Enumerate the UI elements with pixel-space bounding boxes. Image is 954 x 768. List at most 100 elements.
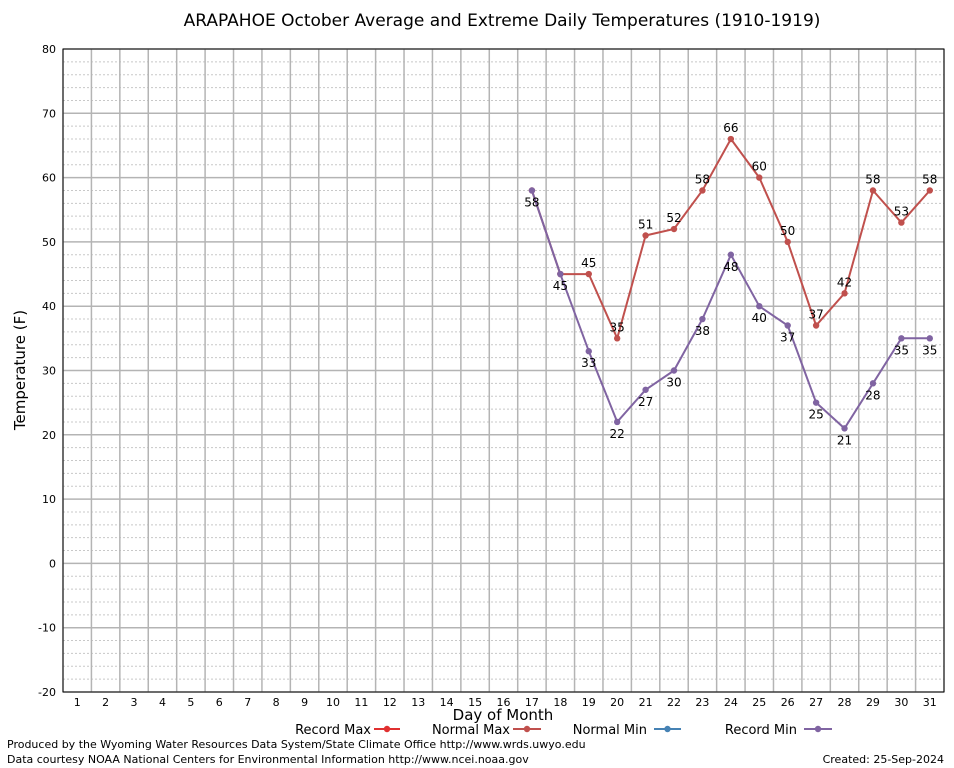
x-tick-label: 2 xyxy=(102,696,109,709)
data-label-record-min: 48 xyxy=(723,260,738,274)
data-label-record-min: 33 xyxy=(581,356,596,370)
x-tick-label: 28 xyxy=(838,696,852,709)
data-point-normal-max xyxy=(756,174,763,181)
data-point-normal-max xyxy=(784,238,791,246)
series-record-min xyxy=(528,187,933,432)
legend-marker-record-max xyxy=(383,725,391,733)
data-label-normal-max: 35 xyxy=(610,320,625,334)
x-tick-label: 6 xyxy=(216,696,223,709)
x-axis-label: Day of Month xyxy=(453,706,554,724)
x-tick-label: 7 xyxy=(244,696,251,709)
x-tick-label: 1 xyxy=(74,696,81,709)
legend-marker-record-min xyxy=(814,725,822,733)
data-label-record-min: 21 xyxy=(837,433,852,447)
data-point-record-min xyxy=(784,322,791,329)
legend-label-record-max: Record Max xyxy=(295,723,371,738)
y-tick-label: -10 xyxy=(38,622,56,635)
x-tick-label: 31 xyxy=(923,696,937,709)
data-label-record-min: 37 xyxy=(780,330,795,344)
x-tick-label: 14 xyxy=(440,696,454,709)
x-tick-label: 24 xyxy=(724,696,738,709)
x-tick-label: 21 xyxy=(639,696,653,709)
x-tick-label: 29 xyxy=(866,696,880,709)
x-tick-label: 13 xyxy=(411,696,425,709)
y-tick-label: 70 xyxy=(42,107,56,120)
y-tick-label: 30 xyxy=(42,365,56,378)
data-label-record-min: 28 xyxy=(865,388,880,402)
data-point-record-min xyxy=(585,348,592,355)
data-point-record-min xyxy=(756,303,763,310)
y-tick-label: 10 xyxy=(42,493,56,506)
data-label-normal-max: 60 xyxy=(752,160,767,174)
legend-item-record-min: Record Min xyxy=(725,723,832,738)
data-point-record-min xyxy=(898,335,905,342)
x-tick-label: 4 xyxy=(159,696,166,709)
chart-title: ARAPAHOE October Average and Extreme Dai… xyxy=(184,11,821,31)
data-point-record-min xyxy=(699,315,706,323)
data-label-record-min: 35 xyxy=(922,343,937,357)
data-point-normal-max xyxy=(585,270,592,278)
data-point-record-min xyxy=(642,386,649,393)
data-point-normal-max xyxy=(926,187,933,194)
data-point-normal-max xyxy=(898,219,905,226)
data-label-record-min: 38 xyxy=(695,324,710,338)
y-tick-label: 80 xyxy=(42,43,56,56)
x-tick-label: 20 xyxy=(610,696,624,709)
legend-marker-normal-min xyxy=(664,725,671,733)
legend-item-normal-min: Normal Min xyxy=(573,723,681,738)
x-tick-label: 23 xyxy=(695,696,709,709)
plot-frame xyxy=(62,48,945,693)
x-tick-label: 8 xyxy=(273,696,280,709)
x-tick-label: 9 xyxy=(301,696,308,709)
legend: Record Max Normal Max Normal Min Record Min xyxy=(295,723,832,738)
x-tick-label: 27 xyxy=(809,696,823,709)
data-point-record-min xyxy=(670,367,678,374)
x-tick-label: 26 xyxy=(781,696,795,709)
data-label-record-min: 45 xyxy=(553,279,568,293)
data-label-normal-max: 66 xyxy=(723,121,738,135)
x-tick-label: 3 xyxy=(131,696,138,709)
legend-label-normal-min: Normal Min xyxy=(573,723,647,738)
data-point-record-min xyxy=(869,380,877,387)
y-tick-label: 50 xyxy=(42,236,56,249)
x-tick-label: 19 xyxy=(582,696,596,709)
data-point-normal-max xyxy=(869,187,877,194)
x-tick-label: 18 xyxy=(553,696,567,709)
series xyxy=(528,135,933,432)
data-label-record-min: 22 xyxy=(610,427,625,441)
legend-marker-normal-max xyxy=(523,725,531,733)
data-label-record-min: 58 xyxy=(524,195,539,209)
x-tick-label: 5 xyxy=(187,696,194,709)
legend-item-normal-max: Normal Max xyxy=(432,723,541,738)
x-tick-label: 16 xyxy=(497,696,511,709)
data-label-record-min: 35 xyxy=(894,343,909,357)
grid xyxy=(62,48,945,693)
x-tick-label: 25 xyxy=(752,696,766,709)
y-tick-label: -20 xyxy=(38,686,56,699)
x-tick-label: 11 xyxy=(354,696,368,709)
data-label-normal-max: 42 xyxy=(837,275,852,289)
data-label-normal-max: 58 xyxy=(695,172,710,186)
legend-item-record-max: Record Max xyxy=(295,723,400,738)
data-label-normal-max: 52 xyxy=(666,211,681,225)
data-label-record-min: 27 xyxy=(638,395,653,409)
data-point-record-min xyxy=(557,270,564,278)
data-label-normal-max: 53 xyxy=(894,205,909,219)
x-tick-label: 30 xyxy=(894,696,908,709)
data-point-normal-max xyxy=(670,225,678,233)
data-point-normal-max xyxy=(841,290,848,297)
data-labels: 45 35 51 52 58 66 60 50 37 42 58 53 58 58 45 33 22 27 30 38… xyxy=(524,121,937,447)
data-label-normal-max: 37 xyxy=(808,307,823,321)
data-point-record-min xyxy=(841,425,848,432)
data-label-normal-max: 58 xyxy=(922,172,937,186)
data-point-record-min xyxy=(528,187,536,194)
footer-data-courtesy: Data courtesy NOAA National Centers for … xyxy=(7,753,529,766)
data-label-record-min: 40 xyxy=(752,311,767,325)
data-label-record-min: 25 xyxy=(808,408,823,422)
y-tick-label: 40 xyxy=(42,300,56,313)
x-tick-label: 15 xyxy=(468,696,482,709)
x-tick-label: 17 xyxy=(525,696,539,709)
data-point-normal-max xyxy=(699,187,706,194)
